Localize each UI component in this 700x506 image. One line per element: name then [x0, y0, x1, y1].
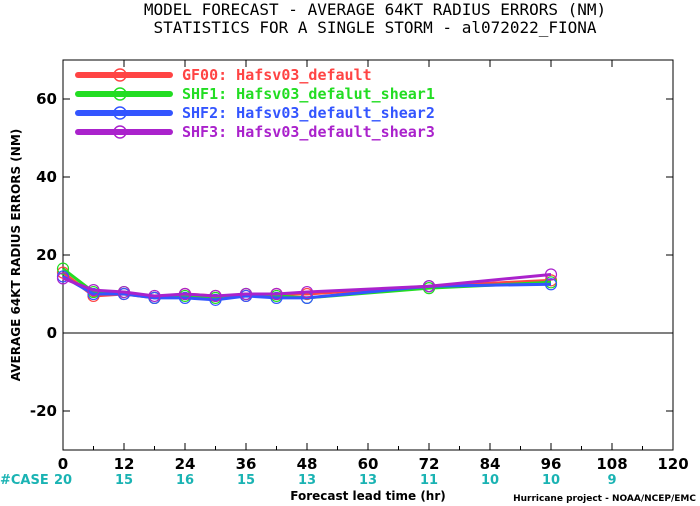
- series-point-4: [148, 289, 161, 303]
- series-point-4: [209, 289, 222, 303]
- y-tick-label: 40: [36, 168, 57, 186]
- series-point-3: [544, 278, 558, 291]
- x-tick-label: 36: [236, 455, 257, 473]
- x-tick-label: 60: [358, 455, 379, 473]
- series-point-4: [544, 268, 558, 281]
- series-point-4: [270, 287, 283, 301]
- x-tick-label: 96: [541, 455, 562, 473]
- x-tick-label: 24: [175, 455, 196, 473]
- series-point-3: [270, 291, 283, 304]
- series-point-4: [422, 280, 436, 293]
- legend-swatch-marker: [113, 106, 127, 120]
- case-counts: 20 15 16 15 13 13 11 10 10 9: [54, 473, 617, 488]
- y-axis-label: AVERAGE 64KT RADIUS ERRORS (NM): [9, 129, 23, 381]
- x-tick-label: 12: [114, 455, 135, 473]
- chart-title-line2: STATISTICS FOR A SINGLE STORM - al072022…: [153, 18, 596, 37]
- case-count: 16: [176, 473, 194, 488]
- y-tick-label: 0: [47, 324, 57, 342]
- case-label: #CASE: [0, 473, 49, 488]
- case-count: 10: [542, 473, 560, 488]
- legend-entry-label: SHF3: Hafsv03_default_shear3: [182, 123, 435, 141]
- legend-entry-label: SHF1: Hafsv03_defalut_shear1: [182, 85, 435, 103]
- series-line-4: [62, 273, 552, 298]
- series-point-4: [87, 284, 100, 297]
- case-count: 15: [115, 473, 133, 488]
- x-tick-label: 120: [657, 455, 688, 473]
- credit-text: Hurricane project - NOAA/NCEP/EMC: [513, 494, 696, 504]
- y-tick-label: 20: [36, 246, 57, 264]
- x-tick-label: 48: [297, 455, 318, 473]
- series-point-4: [178, 287, 192, 301]
- x-axis-label: Forecast lead time (hr): [290, 489, 446, 503]
- series-point-3: [209, 293, 222, 306]
- y-tick-label: 60: [36, 90, 57, 108]
- series-point-2: [56, 262, 70, 275]
- y-tick-label: -20: [30, 402, 57, 420]
- series-point-3: [178, 291, 192, 304]
- y-axis: -20 0 20 40 60: [30, 90, 673, 420]
- x-tick-label: 72: [419, 455, 440, 473]
- case-count: 13: [298, 473, 316, 488]
- case-count: 20: [54, 473, 72, 488]
- series-point-4: [300, 285, 314, 299]
- x-tick-label: 108: [596, 455, 627, 473]
- series-point-4: [56, 272, 70, 285]
- series-line-3: [62, 275, 552, 302]
- case-count: 9: [607, 473, 616, 488]
- case-count: 10: [481, 473, 499, 488]
- case-count: 15: [237, 473, 255, 488]
- legend-entry-label: SHF2: Hafsv03_default_shear2: [182, 104, 435, 122]
- legend-entry-label: GF00: Hafsv03_default: [182, 66, 372, 84]
- x-tick-label: 0: [58, 455, 68, 473]
- x-axis: 0 12 24 36 48 60 72 84 96 108 120: [58, 60, 689, 473]
- legend-swatch-marker: [113, 125, 127, 139]
- series-layer: [56, 262, 558, 306]
- legend-swatch-marker: [113, 68, 127, 82]
- series-point-4: [239, 287, 253, 301]
- x-tick-label: 84: [480, 455, 501, 473]
- chart-title-line1: MODEL FORECAST - AVERAGE 64KT RADIUS ERR…: [144, 0, 606, 19]
- series-point-4: [117, 285, 131, 299]
- case-count: 13: [359, 473, 377, 488]
- case-count: 11: [420, 473, 438, 488]
- legend-swatch-marker: [113, 87, 127, 101]
